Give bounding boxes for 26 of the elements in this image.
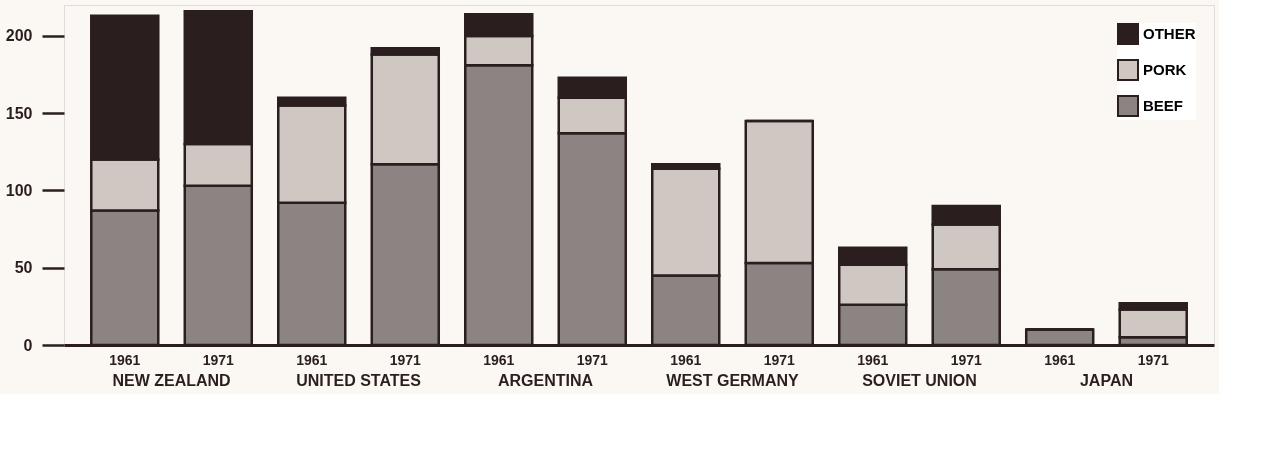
legend-label: OTHER [1143, 25, 1196, 42]
text: UNITED STATES [296, 372, 422, 389]
x-tick-label: 1971 [202, 351, 235, 368]
legend-label: BEEF [1143, 97, 1184, 114]
x-tick-label: 1971 [763, 351, 796, 368]
text: SOVIET UNION [862, 372, 977, 389]
legend-label: PORK [1143, 61, 1187, 78]
x-tick-label: 1961 [483, 351, 515, 368]
text: ARGENTINA [497, 372, 594, 389]
y-tick-label: 100 [5, 181, 33, 199]
y-tick-label: 0 [23, 336, 33, 354]
x-tick-label: 1961 [296, 351, 328, 368]
text: WEST GERMANY [666, 372, 800, 389]
x-tick-label: 1961 [109, 351, 141, 368]
x-tick-label: 1971 [950, 351, 983, 368]
x-tick-label: 1961 [670, 351, 702, 368]
x-tick-label: 1961 [857, 351, 889, 368]
y-tick-label: 200 [5, 27, 33, 45]
y-tick-label: 150 [5, 104, 33, 122]
text: JAPAN [1079, 372, 1133, 389]
x-tick-label: 1971 [576, 351, 609, 368]
x-tick-label: 1961 [1044, 351, 1076, 368]
x-tick-label: 1971 [389, 351, 422, 368]
text: NEW ZEALAND [112, 372, 231, 389]
x-tick-label: 1971 [1137, 351, 1170, 368]
y-tick-label: 50 [14, 259, 33, 277]
